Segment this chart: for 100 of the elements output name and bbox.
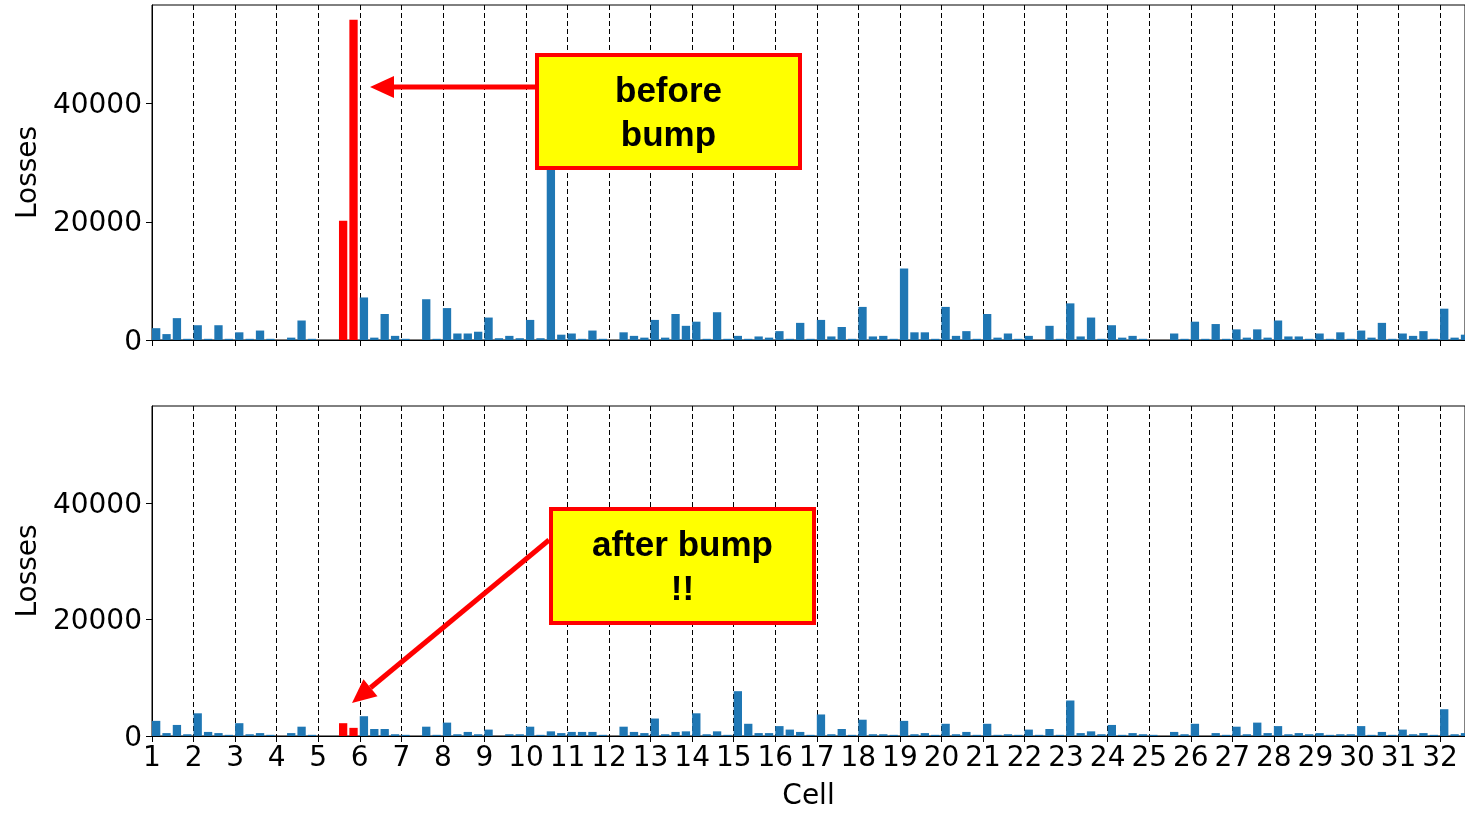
bar <box>920 332 929 340</box>
y-axis-title: Losses <box>9 524 43 618</box>
bar <box>692 321 701 340</box>
bar <box>567 731 576 736</box>
bar <box>629 335 639 340</box>
x-tick-label: 5 <box>309 739 328 773</box>
bar <box>858 306 867 340</box>
annotation: after bump !! <box>591 523 774 609</box>
bar <box>1273 726 1283 736</box>
bar <box>484 317 493 340</box>
bar <box>951 335 961 340</box>
x-tick-label: 14 <box>674 739 710 773</box>
y-tick-label: 20000 <box>52 603 142 637</box>
bar <box>1211 324 1220 340</box>
bar <box>1356 726 1366 736</box>
bar <box>1284 336 1293 340</box>
bar <box>712 312 722 340</box>
x-tick-label: 31 <box>1380 739 1417 773</box>
x-tick-label: 15 <box>715 739 752 773</box>
bar <box>1398 729 1407 736</box>
bar <box>349 19 358 340</box>
bar <box>588 330 597 340</box>
bar <box>796 322 805 340</box>
bar <box>577 731 587 736</box>
bar <box>1086 731 1096 736</box>
bar <box>744 723 753 736</box>
bar <box>1045 325 1054 340</box>
x-tick-label: 2 <box>184 739 203 773</box>
bar <box>525 726 535 736</box>
bar <box>484 729 493 736</box>
x-tick-label: 18 <box>840 739 877 773</box>
x-tick-label: 9 <box>475 739 494 773</box>
bar <box>1419 733 1428 736</box>
bar <box>754 336 763 340</box>
bar <box>463 731 472 736</box>
bar <box>1315 333 1324 340</box>
bar <box>1294 336 1303 340</box>
bar <box>837 729 846 736</box>
x-tick-label: 26 <box>1172 739 1209 773</box>
bar <box>640 337 649 340</box>
bar <box>775 726 784 736</box>
bar <box>390 335 400 340</box>
bar <box>941 723 950 736</box>
bar <box>162 733 171 736</box>
x-tick-label: 27 <box>1214 739 1251 773</box>
y-tick-label: 0 <box>124 323 142 357</box>
bar <box>1336 332 1345 340</box>
x-tick-label: 8 <box>433 739 452 773</box>
bar <box>1190 321 1200 340</box>
bar <box>1086 317 1096 340</box>
bar <box>650 319 659 340</box>
x-tick-label: 24 <box>1089 739 1126 773</box>
bar <box>1419 331 1428 340</box>
bar <box>983 723 992 736</box>
bar <box>546 731 556 736</box>
bar <box>297 320 306 340</box>
bar <box>920 733 929 736</box>
bar <box>359 716 369 736</box>
bar <box>733 335 743 340</box>
bar <box>214 325 223 340</box>
bar <box>764 733 774 736</box>
bar <box>1294 733 1303 736</box>
bar <box>1190 723 1200 736</box>
bar <box>370 729 379 736</box>
bar <box>1408 335 1418 340</box>
bar <box>338 723 348 736</box>
bar <box>983 314 992 340</box>
x-tick-label: 22 <box>1006 739 1043 773</box>
bar <box>505 335 514 340</box>
bar <box>681 731 691 736</box>
bar <box>380 314 389 340</box>
x-tick-label: 21 <box>965 739 1001 773</box>
x-tick-label: 11 <box>549 739 586 773</box>
bar <box>1024 335 1033 340</box>
bar <box>619 332 628 340</box>
bar <box>557 733 566 736</box>
bar <box>255 733 265 736</box>
bar <box>640 733 649 736</box>
bar <box>796 731 805 736</box>
bar <box>816 714 826 736</box>
bar <box>868 336 878 340</box>
bar <box>255 330 265 340</box>
callout-box: before bump <box>535 53 802 170</box>
bar <box>910 332 919 340</box>
bar <box>193 325 202 340</box>
bar <box>858 719 867 736</box>
bar <box>1066 700 1075 736</box>
bar <box>681 325 691 340</box>
annotation: before bump <box>614 68 723 155</box>
bar <box>1315 733 1324 736</box>
bar <box>546 169 556 340</box>
bar <box>235 332 244 340</box>
bar <box>380 729 389 736</box>
bar <box>650 718 659 736</box>
bar <box>941 306 950 340</box>
y-tick-label: 40000 <box>52 87 142 121</box>
bar <box>1232 726 1241 736</box>
x-tick-label: 3 <box>226 739 245 773</box>
bar <box>692 713 701 736</box>
bar <box>297 726 306 736</box>
